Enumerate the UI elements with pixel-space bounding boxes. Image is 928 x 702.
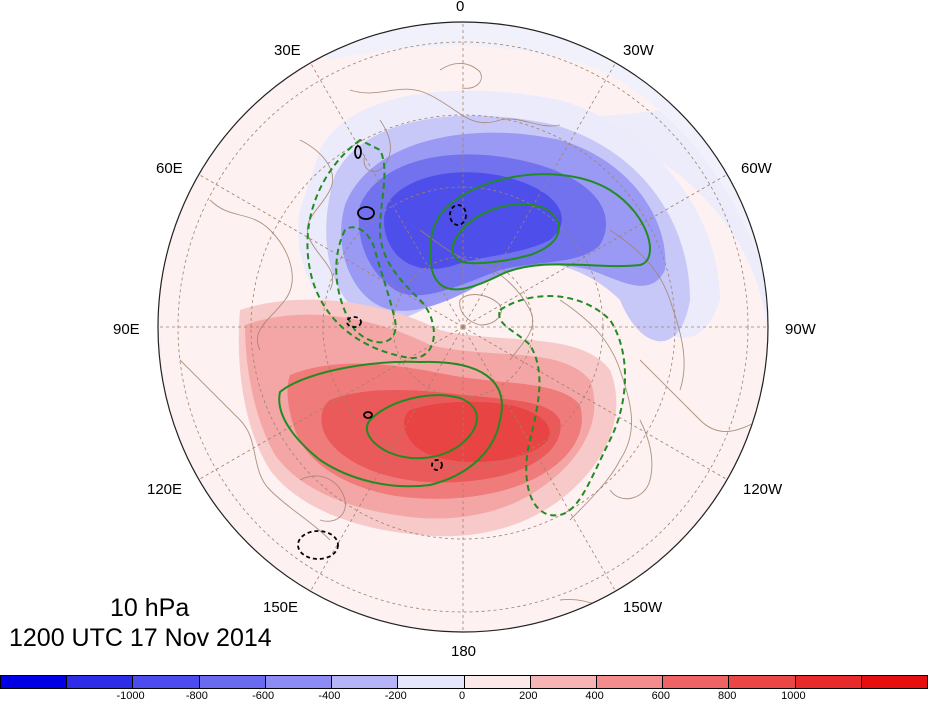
lon-label-90w: 90W bbox=[785, 321, 816, 338]
green-solid-contour-inner-south bbox=[365, 394, 478, 460]
black-contours bbox=[297, 145, 467, 560]
lon-label-0: 0 bbox=[456, 0, 465, 15]
colorbar bbox=[0, 675, 928, 689]
lon-label-30w: 30W bbox=[623, 42, 654, 59]
green-solid-contour-outer-north bbox=[429, 173, 651, 291]
colorbar-tick-label: 1000 bbox=[781, 690, 806, 702]
colorbar-cell bbox=[199, 676, 266, 688]
green-solid-contour-inner-north bbox=[451, 203, 560, 265]
map-border bbox=[157, 21, 769, 633]
coastlines bbox=[179, 63, 761, 607]
faint-negative-region-top bbox=[300, 22, 768, 330]
colorbar-tick-label: -1000 bbox=[116, 690, 145, 702]
lon-label-60w: 60W bbox=[741, 160, 772, 177]
colorbar-cell bbox=[729, 676, 796, 688]
colorbar-cell bbox=[1, 676, 68, 688]
green-dashed-contour-left-inner bbox=[335, 226, 397, 344]
colorbar-cell bbox=[67, 676, 134, 688]
black-dashed-contour-3 bbox=[431, 459, 443, 471]
colorbar-tick-label: 0 bbox=[458, 690, 466, 702]
black-dashed-contour-4 bbox=[297, 530, 339, 560]
colorbar-tick-label: 600 bbox=[651, 690, 671, 702]
colorbar-cell bbox=[795, 676, 862, 688]
colorbar-cell bbox=[530, 676, 597, 688]
colorbar-cell bbox=[332, 676, 399, 688]
colorbar-tick-label: 800 bbox=[717, 690, 737, 702]
black-dashed-contour-2 bbox=[346, 316, 362, 328]
colorbar-tick-label: 400 bbox=[585, 690, 604, 702]
colorbar-tick-label: 200 bbox=[519, 690, 538, 702]
black-solid-contour-2 bbox=[354, 145, 362, 159]
green-dashed-contour-left bbox=[306, 138, 435, 360]
colorbar-tick-label: -400 bbox=[318, 690, 341, 702]
colorbar-tick-label: -200 bbox=[384, 690, 407, 702]
black-solid-contour-3 bbox=[363, 411, 373, 419]
colorbar-tick-label: -800 bbox=[185, 690, 208, 702]
lon-label-120w: 120W bbox=[743, 481, 783, 498]
colorbar-tick-label: -600 bbox=[252, 690, 275, 702]
black-dashed-contour-1 bbox=[449, 204, 467, 226]
black-solid-contour-1 bbox=[357, 206, 375, 220]
colorbar-cell bbox=[596, 676, 664, 688]
green-dashed-contour-right bbox=[498, 295, 626, 517]
lon-label-60e: 60E bbox=[156, 160, 183, 177]
colorbar-cell bbox=[464, 676, 531, 688]
map-disc bbox=[158, 22, 768, 632]
colorbar-cell bbox=[398, 676, 465, 688]
lon-label-150w: 150W bbox=[623, 599, 663, 616]
green-solid-contour-outer-south bbox=[278, 360, 503, 488]
green-contours bbox=[278, 138, 651, 517]
colorbar-cell bbox=[133, 676, 200, 688]
colorbar-cell bbox=[265, 676, 333, 688]
pressure-level-caption: 10 hPa bbox=[110, 594, 190, 622]
lon-label-150e: 150E bbox=[263, 599, 299, 616]
lon-label-180: 180 bbox=[451, 643, 477, 660]
lon-label-120e: 120E bbox=[147, 481, 183, 498]
negative-anomaly bbox=[298, 90, 720, 342]
colorbar-cell bbox=[861, 676, 928, 688]
colorbar-cell bbox=[663, 676, 730, 688]
valid-time-caption: 1200 UTC 17 Nov 2014 bbox=[9, 624, 272, 652]
lon-label-30e: 30E bbox=[274, 42, 301, 59]
polar-map bbox=[157, 21, 769, 633]
lon-label-90e: 90E bbox=[113, 321, 140, 338]
